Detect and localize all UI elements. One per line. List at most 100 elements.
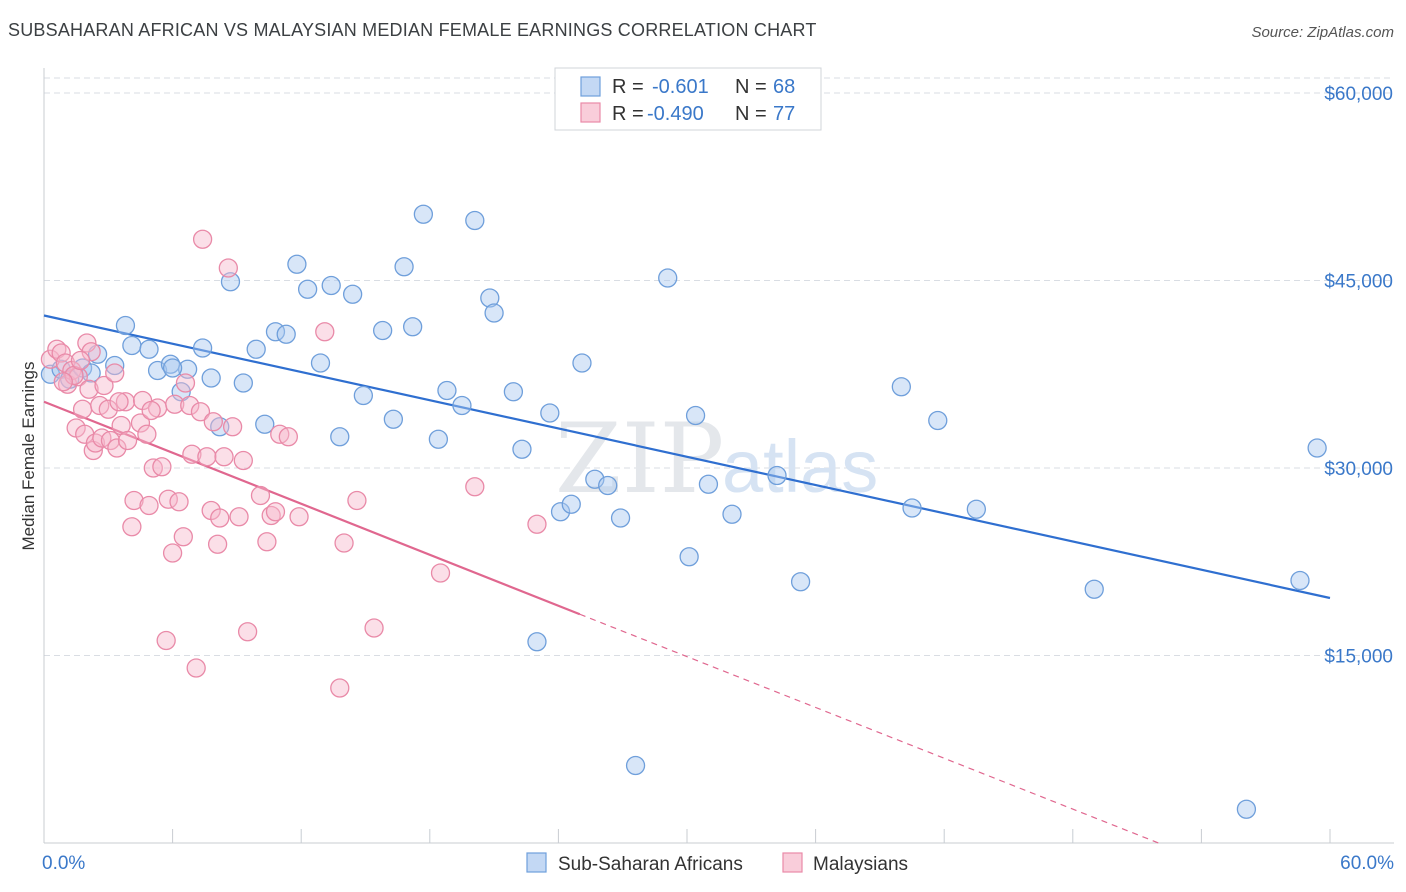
data-point-blue (342, 284, 363, 304)
legend-r-label-blue: R = (612, 76, 644, 98)
data-point-pink (289, 507, 309, 527)
data-point-pink (186, 658, 206, 678)
data-point-blue (1084, 579, 1104, 599)
data-point-blue (902, 498, 922, 518)
data-point-blue (685, 405, 706, 426)
data-point-blue (297, 279, 318, 299)
data-point-pink (72, 399, 93, 419)
data-point-pink (203, 412, 223, 432)
data-point-blue (540, 403, 560, 423)
data-point-pink (334, 533, 354, 553)
stats-legend: R = -0.601 N = 68 R = -0.490 N = 77 (554, 67, 822, 131)
data-point-blue (465, 210, 485, 231)
data-point-blue (372, 320, 393, 341)
data-point-pink (214, 447, 234, 467)
data-point-blue (625, 755, 646, 776)
data-point-blue (527, 632, 547, 652)
data-point-pink (465, 477, 485, 497)
data-point-pink (115, 392, 136, 412)
data-point-pink (79, 379, 99, 399)
data-point-pink (210, 508, 230, 528)
data-point-pink (330, 678, 350, 698)
trend-line-blue (43, 314, 1331, 600)
data-point-blue (413, 204, 434, 224)
data-point-blue (201, 368, 221, 388)
data-point-blue (122, 335, 142, 356)
data-point-pink (182, 444, 202, 464)
data-point-pink (218, 258, 238, 278)
data-point-pink (257, 532, 277, 552)
y-tick-label: $60,000 (1324, 84, 1393, 105)
data-point-blue (139, 339, 159, 359)
data-point-blue (480, 288, 500, 308)
series-legend-swatch-pink (782, 852, 803, 873)
data-point-blue (452, 395, 472, 416)
data-point-pink (265, 502, 286, 522)
trend-lines (43, 314, 1331, 844)
data-point-pink (107, 438, 127, 458)
x-tick-label-min: 0.0% (42, 853, 85, 874)
data-point-blue (255, 414, 275, 434)
data-point-pink (156, 630, 176, 651)
data-point-pink (173, 527, 193, 547)
data-point-pink (152, 457, 172, 477)
data-point-pink (105, 363, 125, 383)
data-point-pink (207, 534, 228, 554)
data-point-blue (790, 572, 811, 592)
data-point-pink (94, 375, 114, 396)
data-point-pink (100, 430, 121, 451)
data-point-pink (175, 373, 196, 393)
legend-swatch-pink (580, 102, 601, 123)
chart-title: SUBSAHARAN AFRICAN VS MALAYSIAN MEDIAN F… (8, 20, 817, 40)
legend-n-label-pink: N = (735, 103, 767, 125)
data-point-pink (229, 507, 249, 527)
data-point-pink (430, 563, 451, 583)
data-point-blue (722, 504, 742, 524)
data-point-pink (98, 399, 118, 419)
data-point-pink (364, 618, 384, 638)
data-point-blue (610, 508, 631, 528)
data-point-blue (171, 382, 191, 402)
legend-n-label-blue: N = (735, 76, 767, 98)
data-point-pink (51, 343, 71, 363)
data-point-blue (484, 303, 504, 323)
data-point-pink (250, 485, 271, 506)
legend-swatch-blue (580, 76, 601, 97)
legend-r-label-pink: R = (612, 103, 644, 125)
data-point-blue (394, 257, 414, 277)
x-tick-labels: 0.0% 60.0% (42, 853, 1394, 874)
data-point-blue (679, 547, 699, 567)
data-point-pink (190, 402, 211, 422)
grid-lines (44, 77, 1394, 656)
data-point-blue (330, 427, 350, 447)
data-point-pink (192, 229, 213, 249)
data-point-blue (233, 373, 253, 393)
data-point-blue (561, 494, 581, 514)
data-point-pink (70, 350, 91, 371)
data-point-pink (122, 517, 142, 537)
data-point-pink (137, 424, 157, 444)
data-point-pink (527, 514, 547, 534)
data-point-blue (1290, 570, 1310, 591)
y-tick-label: $45,000 (1324, 272, 1393, 293)
data-point-pink (222, 417, 243, 437)
data-point-blue (512, 439, 532, 459)
legend-n-value-blue: 68 (773, 76, 795, 98)
data-point-blue (310, 353, 331, 373)
data-point-pink (141, 400, 161, 421)
data-point-pink (130, 413, 151, 433)
data-point-pink (162, 543, 183, 563)
trend-line-extension-pink (579, 613, 1159, 844)
data-point-blue (572, 353, 592, 373)
data-point-blue (403, 317, 423, 337)
data-point-blue (891, 377, 911, 397)
y-tick-labels: $15,000 $30,000 $45,000 $60,000 (1324, 84, 1393, 668)
data-point-blue (658, 268, 678, 288)
data-point-pink (237, 622, 258, 642)
data-point-pink (124, 490, 144, 511)
data-points (40, 204, 1327, 819)
data-point-pink (139, 495, 159, 516)
data-point-blue (767, 465, 787, 486)
data-point-pink (169, 492, 189, 512)
data-point-pink (233, 450, 253, 471)
